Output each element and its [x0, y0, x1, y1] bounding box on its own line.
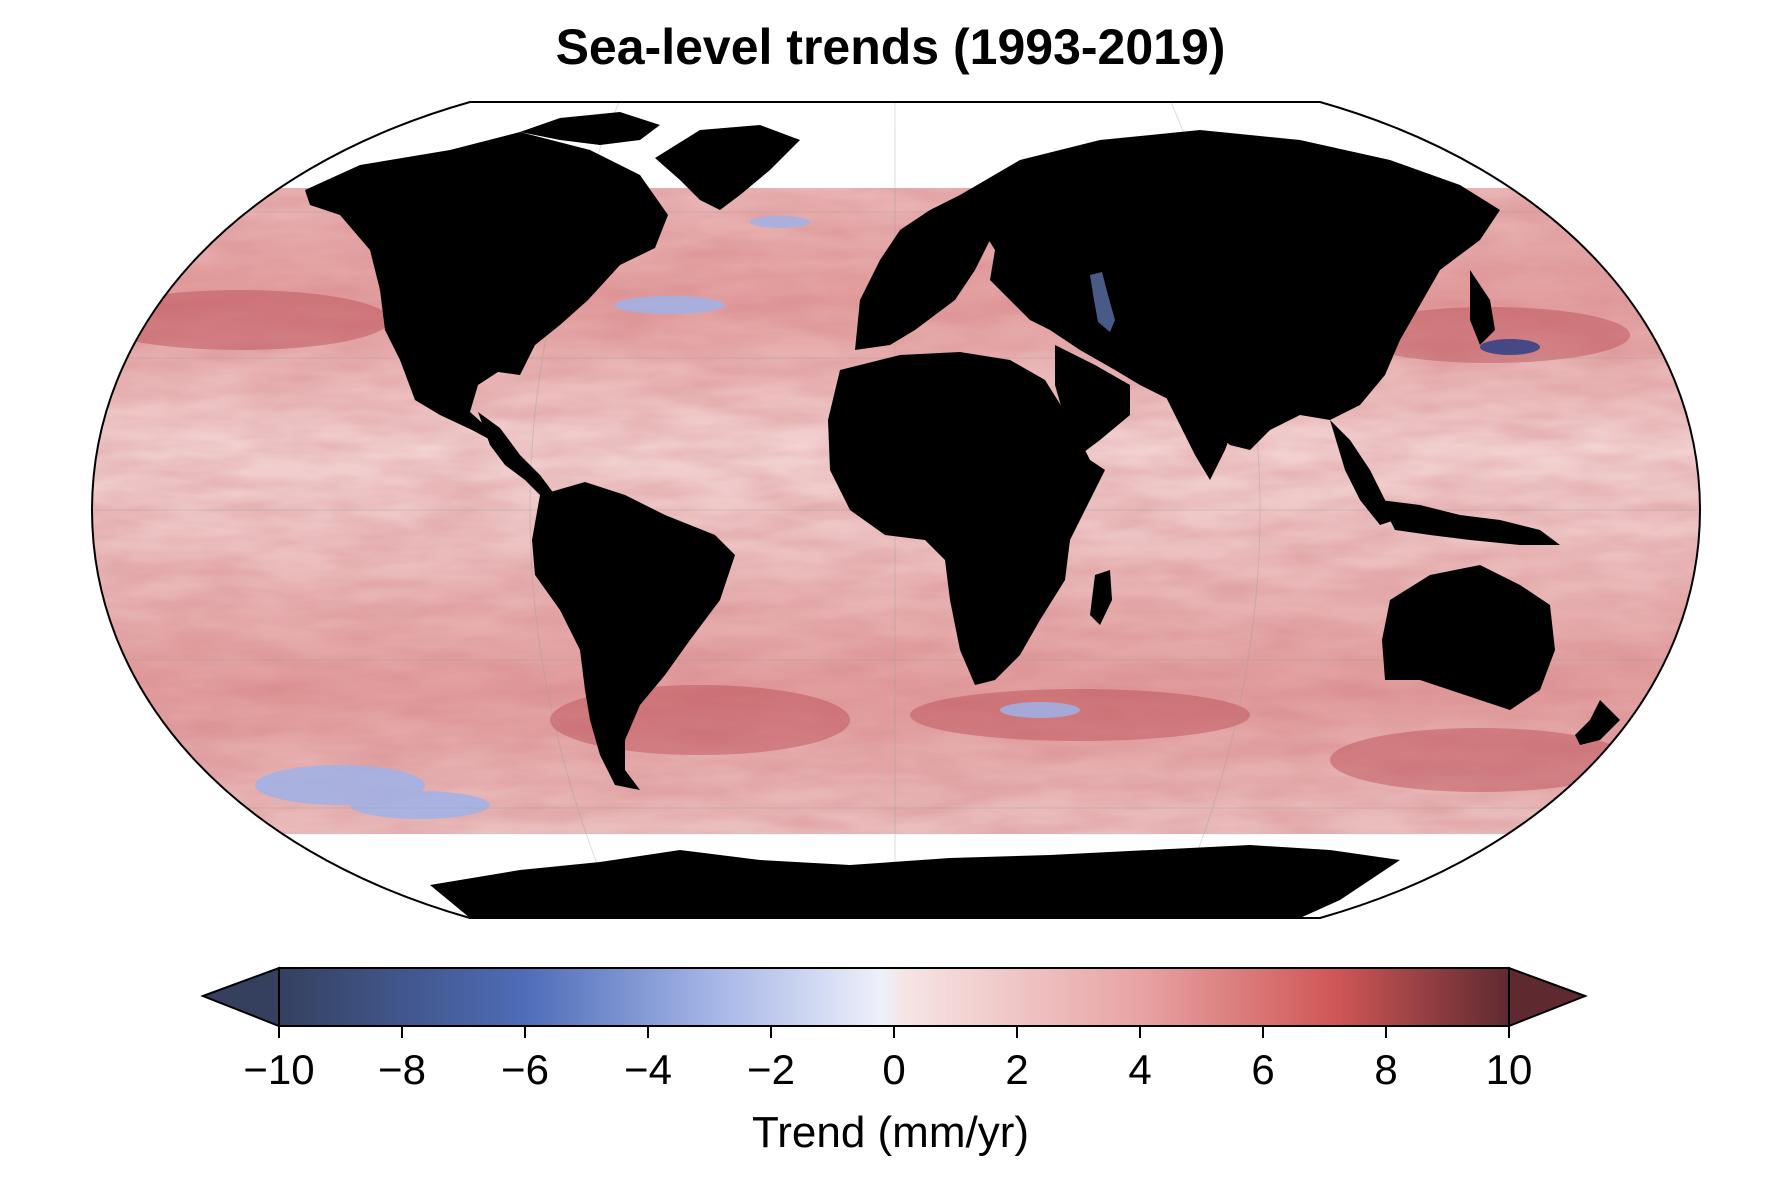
indonesia	[1380, 500, 1560, 545]
caspian-sea	[1090, 272, 1115, 332]
colorbar-tick-label: −8	[378, 1046, 426, 1093]
land-masses	[305, 112, 1620, 918]
central-america	[478, 412, 555, 500]
japan	[1470, 270, 1495, 345]
colorbar-tick-label: 2	[1005, 1046, 1028, 1093]
colorbar-tick-label: −2	[747, 1046, 795, 1093]
madagascar	[1090, 570, 1112, 625]
colorbar-tick-label: −4	[624, 1046, 672, 1093]
asia	[960, 130, 1500, 450]
colorbar-tick-label: 0	[882, 1046, 905, 1093]
arctic-islands	[520, 112, 660, 145]
southeast-asia	[1330, 420, 1395, 525]
colorbar-gradient	[278, 967, 1510, 1027]
colorbar-ticks: −10 −8 −6 −4 −2 0 2 4 6 8 10	[243, 1026, 1532, 1093]
colorbar: −10 −8 −6 −4 −2 0 2 4 6 8 10	[200, 966, 1588, 1093]
map-globe	[92, 102, 1700, 918]
south-america	[532, 482, 735, 790]
colorbar-tick-label: 8	[1374, 1046, 1397, 1093]
colorbar-extend-low	[200, 966, 280, 1028]
india	[1165, 395, 1240, 480]
colorbar-extend-high	[1508, 966, 1588, 1028]
greenland	[655, 125, 800, 210]
colorbar-tick-label: −10	[243, 1046, 314, 1093]
map-boundary	[90, 101, 1702, 919]
colorbar-tick-label: 6	[1251, 1046, 1274, 1093]
antarctica	[430, 845, 1400, 918]
australia	[1382, 565, 1555, 710]
colorbar-tick-label: 4	[1128, 1046, 1151, 1093]
colorbar-tick-label: 10	[1486, 1046, 1533, 1093]
colorbar-tick-label: −6	[501, 1046, 549, 1093]
colorbar-label: Trend (mm/yr)	[751, 1108, 1030, 1157]
africa	[828, 352, 1105, 685]
north-america	[305, 132, 668, 455]
europe	[855, 185, 1010, 350]
negative-trend-zones	[255, 216, 1540, 819]
new-zealand	[1575, 700, 1620, 745]
map-title: Sea-level trends (1993-2019)	[555, 19, 1226, 75]
